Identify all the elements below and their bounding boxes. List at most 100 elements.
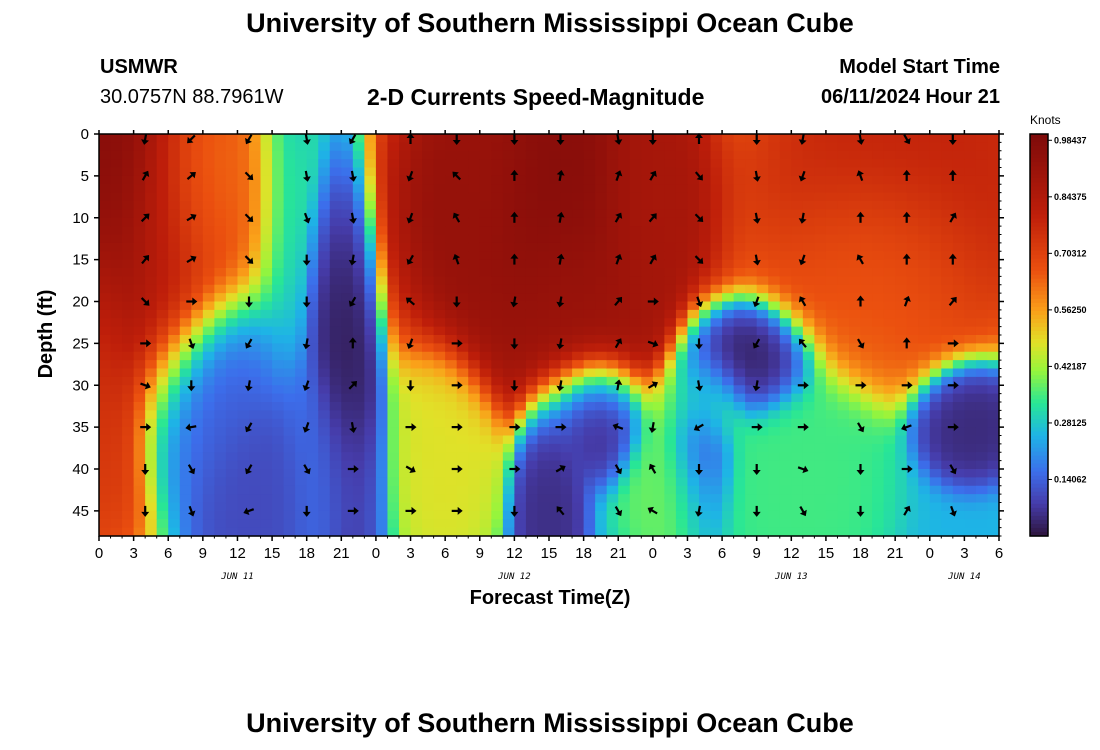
heat-cell	[722, 510, 735, 520]
heat-cell	[364, 402, 377, 411]
heat-cell	[225, 201, 239, 210]
heat-cell	[410, 343, 423, 353]
heat-cell	[514, 519, 527, 529]
heat-cell	[145, 259, 158, 269]
heat-cell	[791, 343, 804, 353]
heat-cell	[941, 385, 954, 395]
heat-cell	[329, 502, 342, 512]
heat-cell	[191, 251, 204, 261]
heat-cell	[895, 234, 908, 244]
heat-cell	[987, 234, 1000, 244]
heat-cell	[722, 268, 735, 277]
heat-cell	[491, 175, 504, 185]
heat-cell	[710, 494, 723, 504]
heat-cell	[479, 167, 492, 177]
current-arrow	[406, 254, 414, 265]
heat-cell	[352, 368, 365, 378]
heat-cell	[272, 251, 285, 261]
heat-cell	[99, 150, 112, 160]
heat-cell	[860, 427, 873, 437]
heat-cell	[445, 485, 458, 495]
heat-cell	[375, 510, 389, 520]
heat-cell	[549, 209, 562, 219]
heat-cell	[237, 284, 250, 294]
colorbar-tick-label: 0.56250	[1054, 305, 1087, 315]
heat-cell	[225, 460, 239, 470]
heat-cell	[133, 452, 146, 462]
current-arrow	[185, 423, 197, 432]
heat-cell	[618, 159, 631, 169]
heat-cell	[491, 159, 504, 169]
heat-cell	[849, 268, 862, 277]
heat-cell	[445, 259, 458, 269]
colorbar-cell	[1030, 254, 1048, 260]
heat-cell	[699, 192, 712, 202]
heat-cell	[802, 469, 815, 478]
heat-cell	[468, 251, 481, 261]
heat-cell	[491, 519, 504, 529]
heat-cell	[629, 184, 642, 194]
heat-cell	[283, 460, 296, 470]
heat-cell	[514, 502, 527, 512]
heat-cell	[375, 142, 389, 152]
heat-cell	[468, 335, 481, 344]
heat-cell	[952, 318, 965, 328]
heat-cell	[906, 150, 919, 160]
heat-cell	[964, 360, 977, 370]
current-arrow	[187, 338, 196, 350]
heat-cell	[225, 402, 239, 411]
heat-cell	[872, 393, 885, 403]
heat-cell	[975, 234, 989, 244]
heat-cell	[895, 192, 908, 202]
heat-cell	[502, 527, 515, 537]
heat-cell	[722, 502, 735, 512]
heat-cell	[491, 150, 504, 160]
colorbar-cell	[1030, 250, 1048, 256]
heat-cell	[122, 519, 135, 529]
heat-cell	[514, 351, 527, 361]
heat-cell	[918, 268, 931, 277]
heat-cell	[341, 209, 354, 219]
heat-cell	[191, 402, 204, 411]
current-arrow	[901, 465, 913, 473]
heat-cell	[606, 510, 619, 520]
heat-cell	[872, 234, 885, 244]
heat-cell	[883, 276, 896, 286]
colorbar-cell	[1030, 491, 1048, 497]
heat-cell	[456, 418, 469, 428]
heat-cell	[514, 201, 527, 210]
current-arrow	[751, 423, 763, 432]
heat-cell	[260, 494, 273, 504]
heat-cell	[652, 192, 665, 202]
heat-cell	[918, 251, 931, 261]
heat-cell	[133, 519, 146, 529]
heat-cell	[595, 477, 608, 487]
heat-cell	[975, 435, 989, 445]
heat-cell	[168, 150, 181, 160]
heat-cell	[975, 502, 989, 512]
heat-cell	[410, 410, 423, 420]
heat-cell	[560, 351, 573, 361]
heat-cell	[202, 452, 215, 462]
heat-cell	[722, 435, 735, 445]
heat-cell	[537, 469, 550, 478]
heat-cell	[872, 452, 885, 462]
heat-cell	[502, 142, 515, 152]
colorbar-cell	[1030, 310, 1048, 316]
heat-cell	[410, 284, 423, 294]
heat-cell	[179, 209, 192, 219]
heat-cell	[214, 351, 227, 361]
heat-cell	[952, 251, 965, 261]
current-arrow	[695, 296, 704, 308]
colorbar-cell	[1030, 415, 1048, 421]
heat-cell	[341, 477, 354, 487]
heat-cell	[318, 234, 331, 244]
heat-cell	[860, 410, 873, 420]
heat-cell	[410, 452, 423, 462]
heat-cell	[699, 502, 712, 512]
heat-cell	[122, 184, 135, 194]
heat-cell	[664, 150, 677, 160]
heat-cell	[445, 519, 458, 529]
heat-cell	[329, 494, 342, 504]
heat-cell	[975, 460, 989, 470]
